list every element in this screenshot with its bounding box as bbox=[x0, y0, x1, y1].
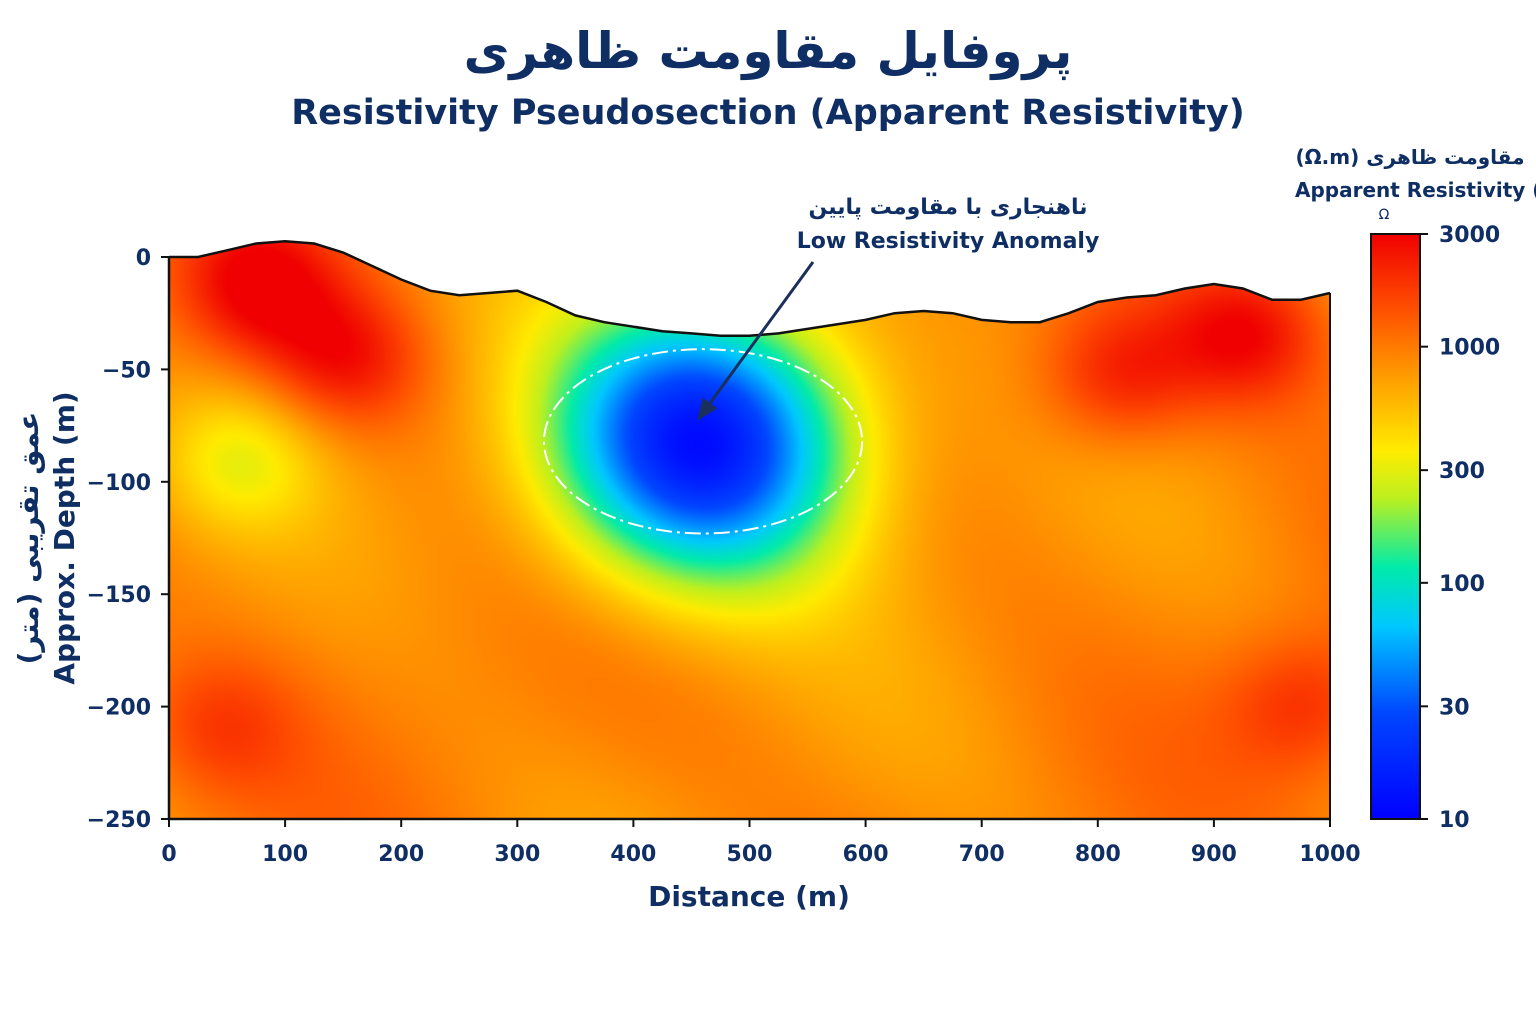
anomaly-arrowhead bbox=[697, 397, 718, 421]
anomaly-label-fa: ناهنجاری با مقاومت پایین bbox=[808, 195, 1087, 220]
colorbar bbox=[1370, 233, 1421, 820]
x-tick-label: 200 bbox=[378, 842, 424, 867]
x-tick-label: 800 bbox=[1075, 842, 1121, 867]
x-axis-label: Distance (m) bbox=[648, 880, 850, 913]
colorbar-title-fa: مقاومت ظاهری (Ω.m) bbox=[1296, 145, 1525, 169]
chart-title-fa: پروفایل مقاومت ظاهری bbox=[463, 22, 1073, 80]
resistivity-heatmap bbox=[169, 241, 1330, 819]
y-axis-label-fa: عمق تقریبی (متر) bbox=[12, 412, 45, 665]
surface-topography-line bbox=[169, 240, 1331, 337]
y-ticks: 0 −50 −100 −150 −200 −250 bbox=[87, 246, 169, 833]
colorbar-tick-label: 300 bbox=[1439, 459, 1485, 484]
colorbar-tick-label: 100 bbox=[1439, 572, 1485, 597]
y-tick-label: −100 bbox=[87, 471, 151, 496]
colorbar-ticks: 3000 1000 300 100 30 10 bbox=[1420, 223, 1500, 833]
x-tick-label: 100 bbox=[262, 842, 308, 867]
x-tick-label: 0 bbox=[161, 842, 176, 867]
colorbar-title-en: Apparent Resistivity ( bbox=[1295, 178, 1536, 202]
x-tick-label: 400 bbox=[610, 842, 656, 867]
x-tick-label: 300 bbox=[494, 842, 540, 867]
x-tick-label: 1000 bbox=[1299, 842, 1360, 867]
anomaly-outline bbox=[543, 348, 864, 535]
x-tick-label: 500 bbox=[727, 842, 773, 867]
y-tick-label: −200 bbox=[87, 696, 151, 721]
chart-title-en: Resistivity Pseudosection (Apparent Resi… bbox=[291, 93, 1245, 133]
colorbar-tick-label: 30 bbox=[1439, 695, 1470, 720]
colorbar-tick-label: 1000 bbox=[1439, 336, 1500, 361]
x-tick-label: 600 bbox=[843, 842, 889, 867]
x-tick-label: 700 bbox=[959, 842, 1005, 867]
heatmap-area bbox=[169, 241, 1330, 819]
colorbar-tick-label: 3000 bbox=[1439, 223, 1500, 248]
colorbar-unit-symbol: Ω bbox=[1379, 207, 1390, 223]
anomaly-label-en: Low Resistivity Anomaly bbox=[797, 229, 1100, 254]
y-tick-label: 0 bbox=[136, 246, 151, 271]
y-tick-label: −50 bbox=[102, 358, 151, 383]
y-axis-label-en: Approx. Depth (m) bbox=[48, 391, 81, 684]
y-tick-label: −250 bbox=[87, 808, 151, 833]
x-tick-label: 900 bbox=[1191, 842, 1237, 867]
y-tick-label: −150 bbox=[87, 583, 151, 608]
x-ticks: 0 100 200 300 400 500 600 700 800 900 1000 bbox=[161, 819, 1361, 867]
anomaly-arrow bbox=[708, 261, 815, 404]
colorbar-tick-label: 10 bbox=[1439, 808, 1470, 833]
